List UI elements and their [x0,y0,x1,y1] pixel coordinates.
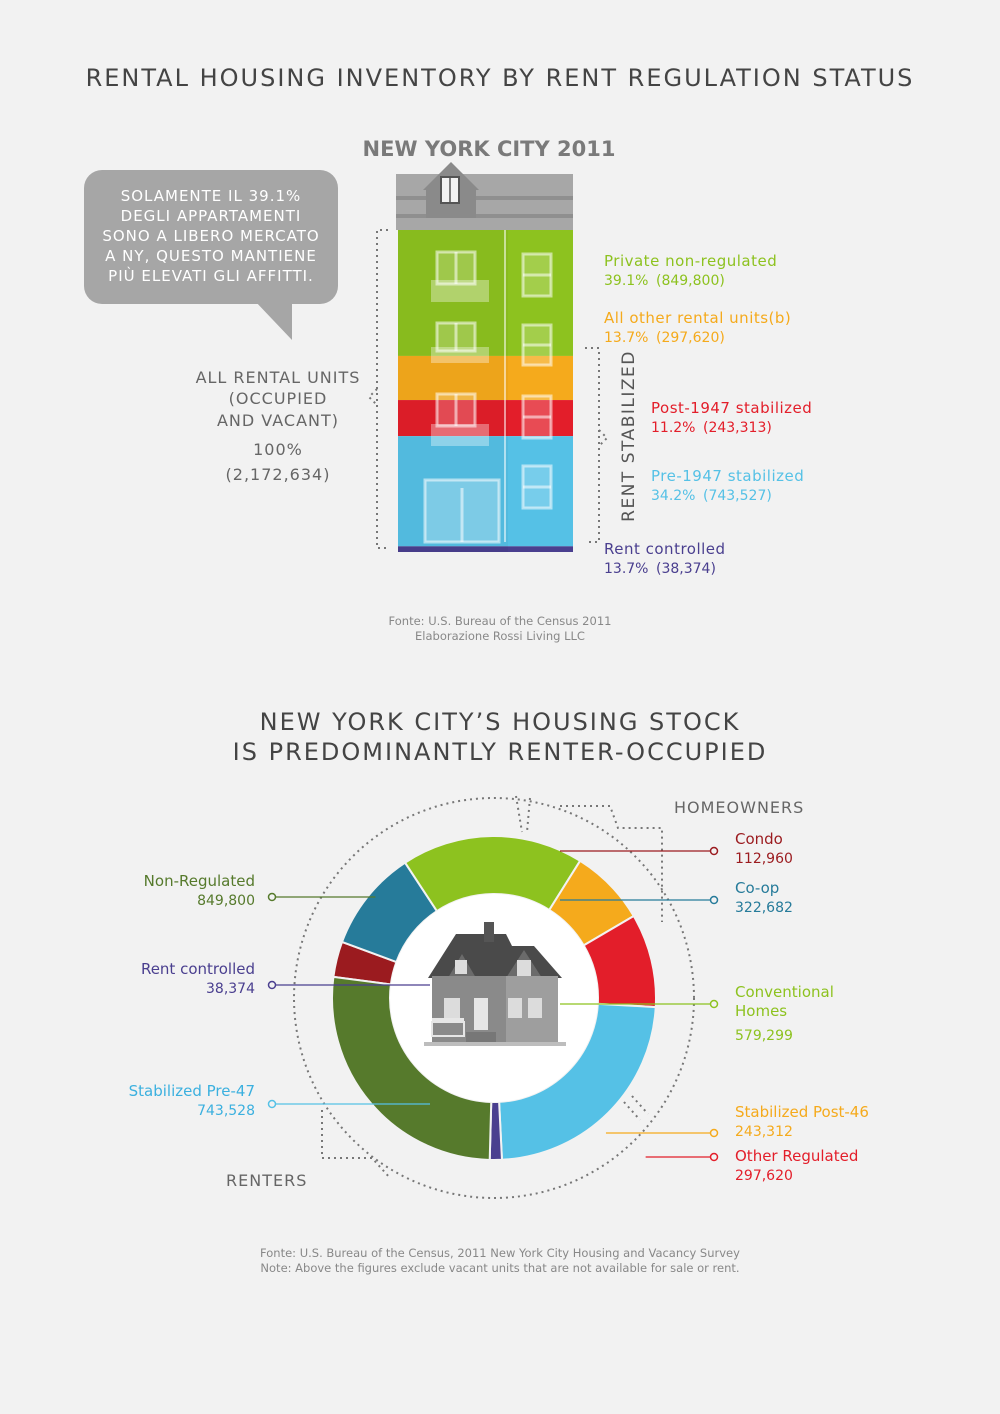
slice-value-5: 743,528 [197,1103,255,1119]
source-line-2: Elaborazione Rossi Living LLC [415,629,585,643]
segment-percent-1: 13.7% [604,330,648,346]
segment-value-0: (849,800) [656,273,725,289]
slice-value-2: 579,299 [735,1028,793,1044]
segment-name-0: Private non-regulated [604,252,777,270]
segment-percent-4: 13.7% [604,561,648,577]
callout-line-2: SONO A LIBERO MERCATO [102,227,319,245]
section2-source: Fonte: U.S. Bureau of the Census, 2011 N… [0,1246,1000,1276]
slice-name-0: Condo [735,830,783,848]
slice-value-3: 243,312 [735,1124,793,1140]
section2-title-line-2: IS PREDOMINANTLY RENTER-OCCUPIED [232,738,768,766]
slice-name-6: Rent controlled [141,960,255,978]
donut-chart: Condo 112,960 Co-op 322,682 Conventional Home… [129,795,869,1199]
callout-bubble [84,170,338,340]
leader-dot-4 [709,1152,719,1162]
bar-segment-3 [398,436,573,547]
slice-name-4: Other Regulated [735,1147,858,1165]
homeowners-label: HOMEOWNERS [674,798,804,817]
segment-percent-3: 34.2% [651,488,695,504]
leader-dot-5 [267,1099,277,1109]
segment-name-4: Rent controlled [604,540,726,558]
segment-value-1: (297,620) [656,330,725,346]
callout-line-4: PIÙ ELEVATI GLI AFFITTI. [108,266,314,285]
all-units-line-4: (2,172,634) [226,465,331,484]
roof [396,162,573,230]
house-icon [424,922,566,1046]
section1-source: Fonte: U.S. Bureau of the Census 2011 El… [0,614,1000,644]
rent-stabilized-label: RENT STABILIZED [619,350,639,522]
slice-value-7: 849,800 [197,893,255,909]
slice-name-7: Non-Regulated [144,872,255,890]
leader-dot-3 [709,1128,719,1138]
leader-dot-0 [709,846,719,856]
slice-value-0: 112,960 [735,851,793,867]
section1-title: RENTAL HOUSING INVENTORY BY RENT REGULAT… [85,64,915,92]
renters-bracket [321,1110,391,1179]
building-windows [423,230,553,544]
segment-name-1: All other rental units(b) [604,309,791,327]
leader-dot-7 [267,892,277,902]
segment-name-3: Pre-1947 stabilized [651,467,804,485]
segment-name-2: Post-1947 stabilized [651,399,812,417]
segment-value-4: (38,374) [656,561,716,577]
segment-percent-0: 39.1% [604,273,648,289]
all-units-line-1: (OCCUPIED [229,389,328,408]
slice-value-1: 322,682 [735,900,793,916]
segment-value-3: (743,527) [703,488,772,504]
slice-value-4: 297,620 [735,1168,793,1184]
break-marks [623,1095,649,1121]
slice-name-3: Stabilized Post-46 [735,1103,869,1121]
bar-segment-0 [398,230,573,356]
bar-segment-4 [398,546,573,552]
building-chart: NEW YORK CITY 2011 RENT STABIL [84,137,812,577]
outer-dashed-ring [293,797,695,1199]
bar-segment-1 [398,355,573,401]
leader-dot-2 [709,999,719,1009]
all-units-line-3: 100% [253,440,303,459]
callout-line-1: DEGLI APPARTAMENTI [121,207,302,225]
section2-title: NEW YORK CITY’S HOUSING STOCK IS PREDOMI… [0,707,1000,767]
callout-line-0: SOLAMENTE IL 39.1% [121,187,302,205]
renters-label: RENTERS [226,1171,307,1190]
segment-value-2: (243,313) [703,420,772,436]
segment-percent-2: 11.2% [651,420,695,436]
all-units-line-0: ALL RENTAL UNITS [196,368,361,387]
stabilized-bracket [585,347,609,543]
all-units-bracket [367,229,388,549]
slice-name-5: Stabilized Pre-47 [129,1082,255,1100]
source-line-2: Note: Above the figures exclude vacant u… [260,1261,740,1275]
source-line-1: Fonte: U.S. Bureau of the Census 2011 [388,614,612,628]
homeowners-bracket [515,795,663,922]
slice-name-2: Conventional Homes [735,983,834,1020]
leader-dot-1 [709,895,719,905]
leader-dot-6 [267,980,277,990]
slice-value-6: 38,374 [206,981,255,997]
section2-title-line-1: NEW YORK CITY’S HOUSING STOCK [259,708,741,736]
all-units-line-2: AND VACANT) [217,411,339,430]
source-line-1: Fonte: U.S. Bureau of the Census, 2011 N… [260,1246,740,1260]
slice-name-1: Co-op [735,879,779,897]
building-title: NEW YORK CITY 2011 [363,137,616,161]
callout-line-3: A NY, QUESTO MANTIENE [105,247,317,265]
